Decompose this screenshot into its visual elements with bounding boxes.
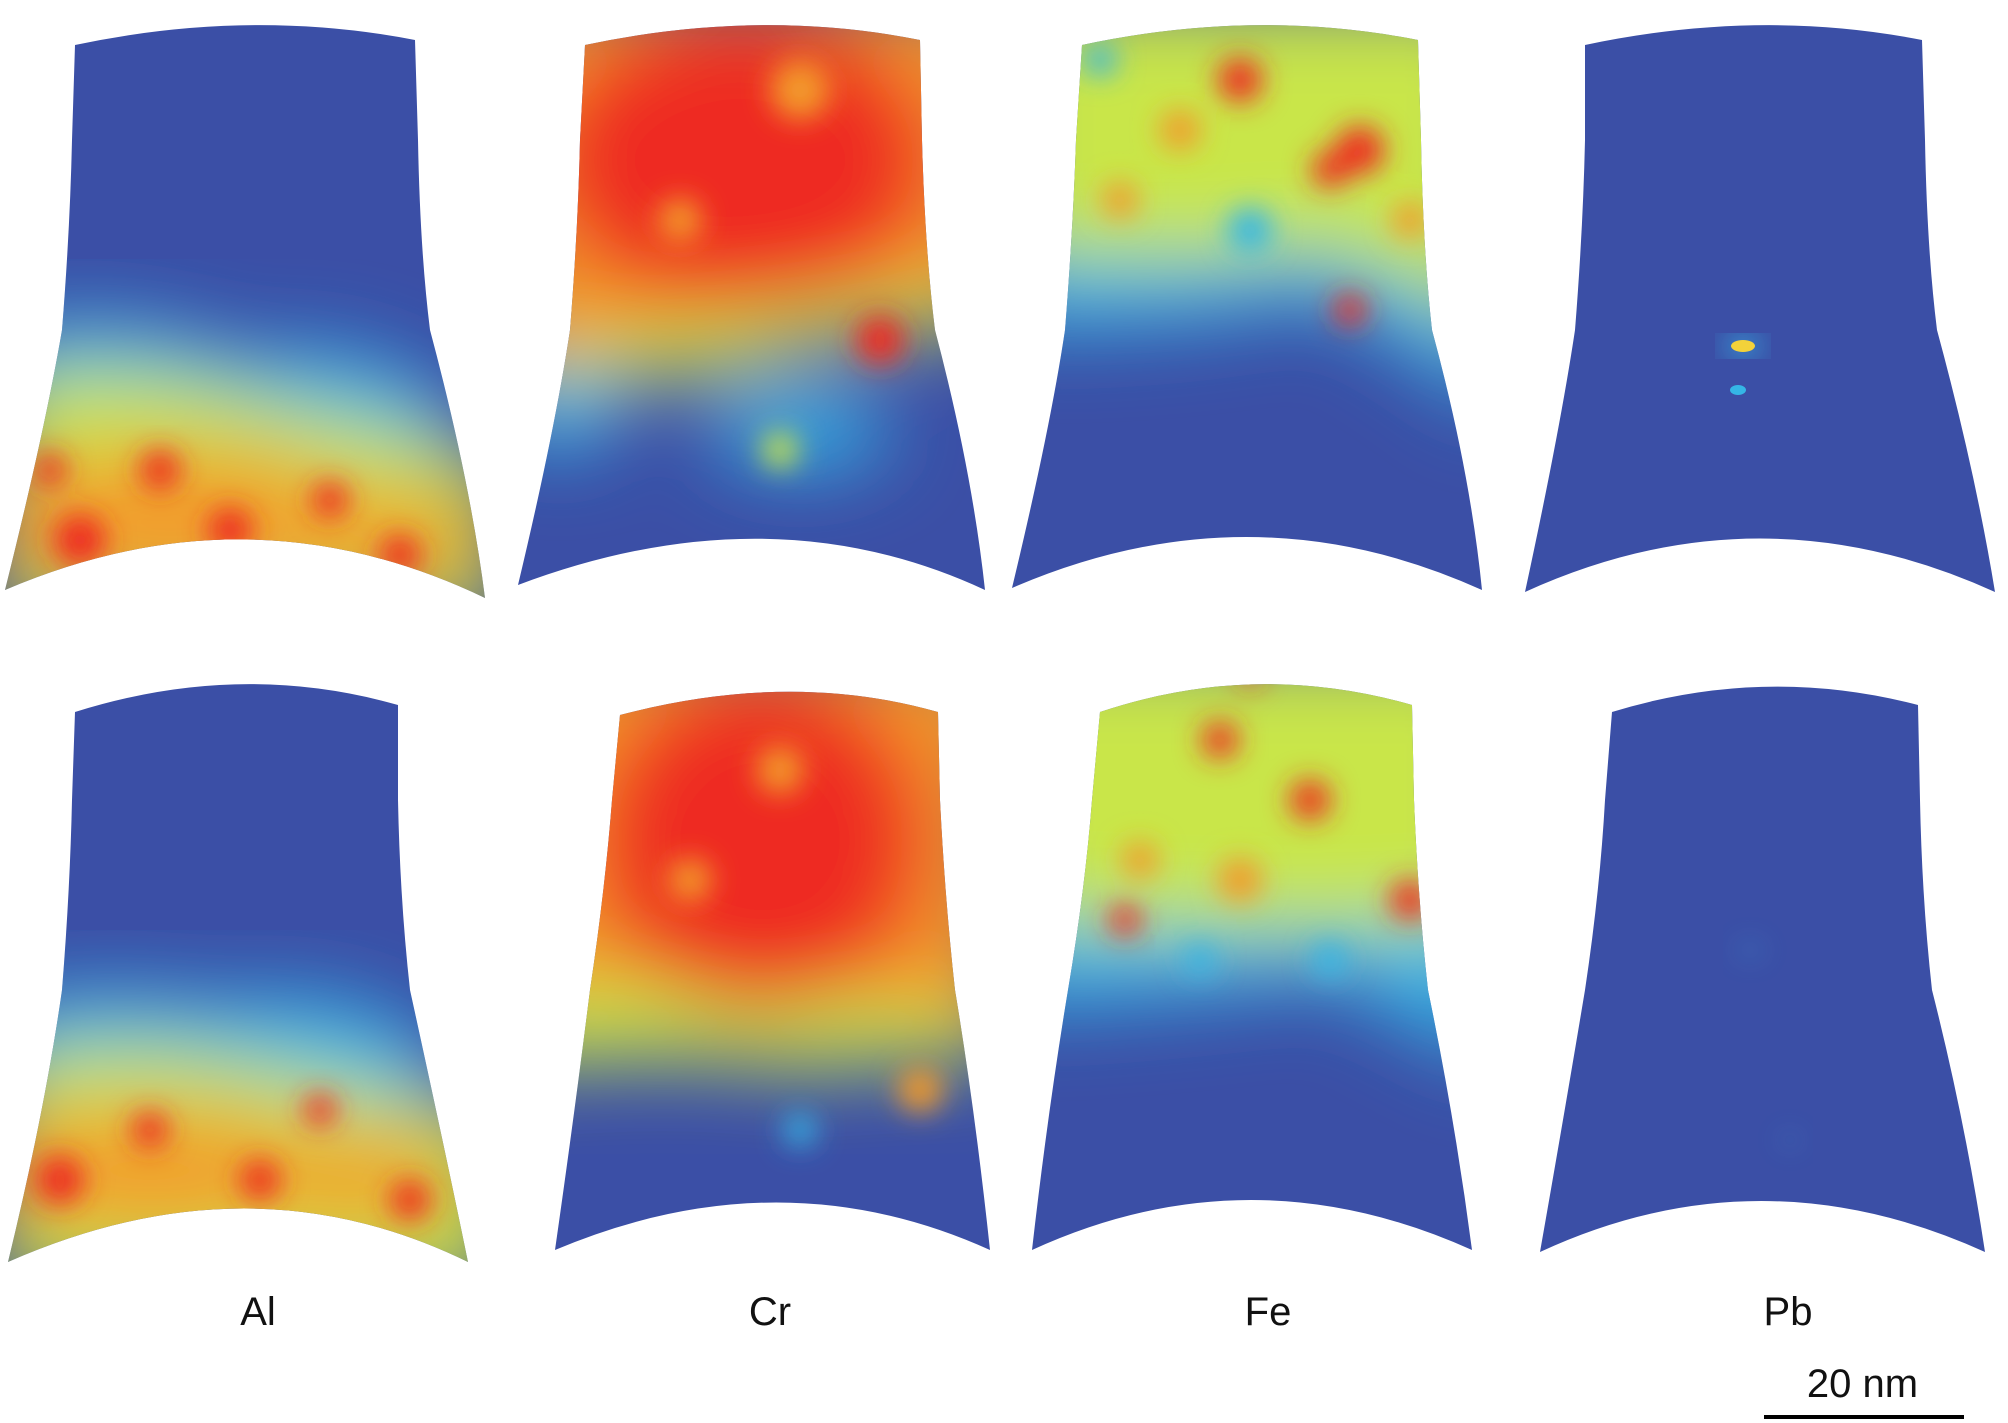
tip-map-pb-top (1525, 25, 1995, 592)
scale-bar-label: 20 nm (1806, 1362, 1919, 1406)
tip-map-pb-bottom (1540, 686, 1985, 1252)
element-label-cr: Cr (748, 1290, 792, 1334)
element-label-pb: Pb (1763, 1290, 1813, 1334)
tip-map-fe-top (1012, 25, 1482, 590)
tip-map-al-bottom (8, 684, 468, 1262)
tip-map-cr-top (518, 25, 985, 590)
element-label-fe: Fe (1244, 1290, 1292, 1334)
scale-bar (1764, 1415, 1964, 1419)
tip-map-al-top (5, 25, 485, 598)
tip-map-cr-bottom (555, 691, 990, 1250)
element-label-al: Al (240, 1290, 276, 1334)
tip-map-fe-bottom (1032, 684, 1472, 1250)
